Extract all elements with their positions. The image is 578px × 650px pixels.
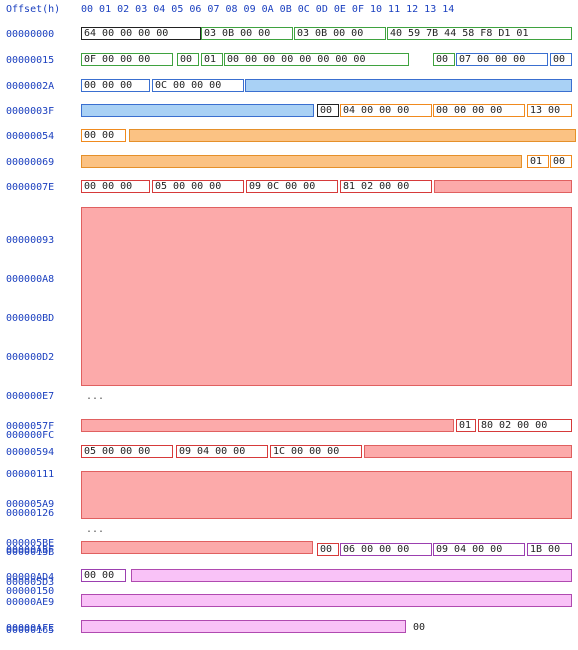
ellipsis: ... bbox=[86, 391, 105, 402]
byte-group[interactable]: 00 bbox=[177, 53, 199, 66]
struct-fill-red[interactable] bbox=[364, 445, 572, 458]
offset-header-label: Offset(h) bbox=[6, 4, 61, 15]
byte-group[interactable]: 00 bbox=[550, 53, 572, 66]
row-offset: 00000054 bbox=[6, 131, 55, 142]
byte-group[interactable]: 81 02 00 00 bbox=[340, 180, 432, 193]
byte-group[interactable]: 00 bbox=[550, 155, 572, 168]
row-offset: 000000FC bbox=[6, 430, 55, 441]
byte-group[interactable]: 1C 00 00 00 bbox=[270, 445, 362, 458]
trailing-byte[interactable]: 00 bbox=[413, 622, 426, 633]
offset-list: 000005A9 000005BE 000005D3 bbox=[6, 472, 54, 602]
struct-fill-blue[interactable] bbox=[81, 104, 314, 117]
row-offset: 0000013B bbox=[6, 547, 55, 558]
row-offset: 00000ABF bbox=[6, 545, 55, 556]
row-offset: 000005BE bbox=[6, 538, 55, 549]
byte-group[interactable]: 06 00 00 00 bbox=[340, 543, 432, 556]
row-offset: 0000007E bbox=[6, 182, 55, 193]
byte-group[interactable]: 00 00 00 00 bbox=[433, 104, 525, 117]
byte-group[interactable]: 01 bbox=[527, 155, 549, 168]
struct-fill-red-block[interactable] bbox=[81, 207, 572, 386]
struct-fill-red[interactable] bbox=[81, 419, 454, 432]
byte-group[interactable]: 0C 00 00 00 bbox=[152, 79, 244, 92]
byte-group[interactable]: 00 00 00 bbox=[81, 180, 150, 193]
struct-fill-orange[interactable] bbox=[81, 155, 522, 168]
byte-group[interactable]: 05 00 00 00 bbox=[81, 445, 173, 458]
row-offset: 00000AE9 bbox=[6, 597, 55, 608]
byte-group[interactable]: 09 0C 00 00 bbox=[246, 180, 338, 193]
byte-group[interactable]: 0F 00 00 00 bbox=[81, 53, 173, 66]
byte-group[interactable]: 04 00 00 00 bbox=[340, 104, 432, 117]
struct-fill-orange[interactable] bbox=[129, 129, 576, 142]
byte-group[interactable]: 00 00 bbox=[81, 129, 126, 142]
struct-fill-red[interactable] bbox=[434, 180, 572, 193]
byte-group[interactable]: 00 00 00 bbox=[81, 79, 150, 92]
row-offset: 00000165 bbox=[6, 625, 55, 636]
struct-fill-blue[interactable] bbox=[245, 79, 572, 92]
row-offset: 00000AD4 bbox=[6, 572, 55, 583]
byte-group[interactable]: 00 bbox=[433, 53, 455, 66]
struct-fill-red-block[interactable] bbox=[81, 471, 572, 519]
struct-fill-purple[interactable] bbox=[81, 620, 406, 633]
byte-group[interactable]: 13 00 bbox=[527, 104, 572, 117]
byte-group[interactable]: 03 0B 00 00 bbox=[201, 27, 293, 40]
row-offset: 000005D3 bbox=[6, 577, 55, 588]
row-offset: 000000D2 bbox=[6, 352, 55, 363]
byte-group[interactable]: 01 bbox=[201, 53, 223, 66]
row-offset: 0000057F bbox=[6, 421, 55, 432]
byte-group[interactable]: 80 02 00 00 bbox=[478, 419, 572, 432]
byte-group[interactable]: 09 04 00 00 bbox=[433, 543, 525, 556]
row-offset: 000000BD bbox=[6, 313, 55, 324]
byte-group[interactable]: 09 04 00 00 bbox=[176, 445, 268, 458]
byte-group[interactable]: 05 00 00 00 bbox=[152, 180, 244, 193]
row-offset: 00000000 bbox=[6, 29, 55, 40]
byte-group[interactable]: 03 0B 00 00 bbox=[294, 27, 386, 40]
row-offset: 0000002A bbox=[6, 81, 55, 92]
row-offset: 000005A9 bbox=[6, 499, 55, 510]
byte-group[interactable]: 01 bbox=[456, 419, 476, 432]
struct-fill-red[interactable] bbox=[81, 541, 313, 554]
row-offset: 00000069 bbox=[6, 157, 55, 168]
row-offset: 00000111 bbox=[6, 469, 55, 480]
column-header: 00 01 02 03 04 05 06 07 08 09 0A 0B 0C 0… bbox=[81, 4, 455, 15]
row-offset: 00000126 bbox=[6, 508, 55, 519]
ellipsis: ... bbox=[86, 524, 105, 535]
byte-group[interactable]: 00 bbox=[317, 104, 339, 117]
row-offset: 00000015 bbox=[6, 55, 55, 66]
row-offset: 000000A8 bbox=[6, 274, 55, 285]
row-offset: 0000003F bbox=[6, 106, 55, 117]
byte-group[interactable]: 00 bbox=[317, 543, 339, 556]
row-offset: 00000150 bbox=[6, 586, 55, 597]
row-offset: 00000594 bbox=[6, 447, 55, 458]
row-offset: 00000093 bbox=[6, 235, 55, 246]
byte-group[interactable]: 07 00 00 00 bbox=[456, 53, 548, 66]
offset-list: 00000093 000000A8 000000BD 000000D2 0000… bbox=[6, 208, 54, 650]
struct-fill-purple[interactable] bbox=[131, 569, 572, 582]
byte-group[interactable]: 64 00 00 00 00 bbox=[81, 27, 201, 40]
byte-group[interactable]: 40 59 7B 44 58 F8 D1 01 bbox=[387, 27, 572, 40]
byte-group[interactable]: 00 00 00 00 00 00 00 00 bbox=[224, 53, 409, 66]
byte-group[interactable]: 1B 00 bbox=[527, 543, 572, 556]
row-offset: 00000AFE bbox=[6, 623, 55, 634]
struct-fill-purple[interactable] bbox=[81, 594, 572, 607]
row-offset: 000000E7 bbox=[6, 391, 55, 402]
byte-group[interactable]: 00 00 bbox=[81, 569, 126, 582]
